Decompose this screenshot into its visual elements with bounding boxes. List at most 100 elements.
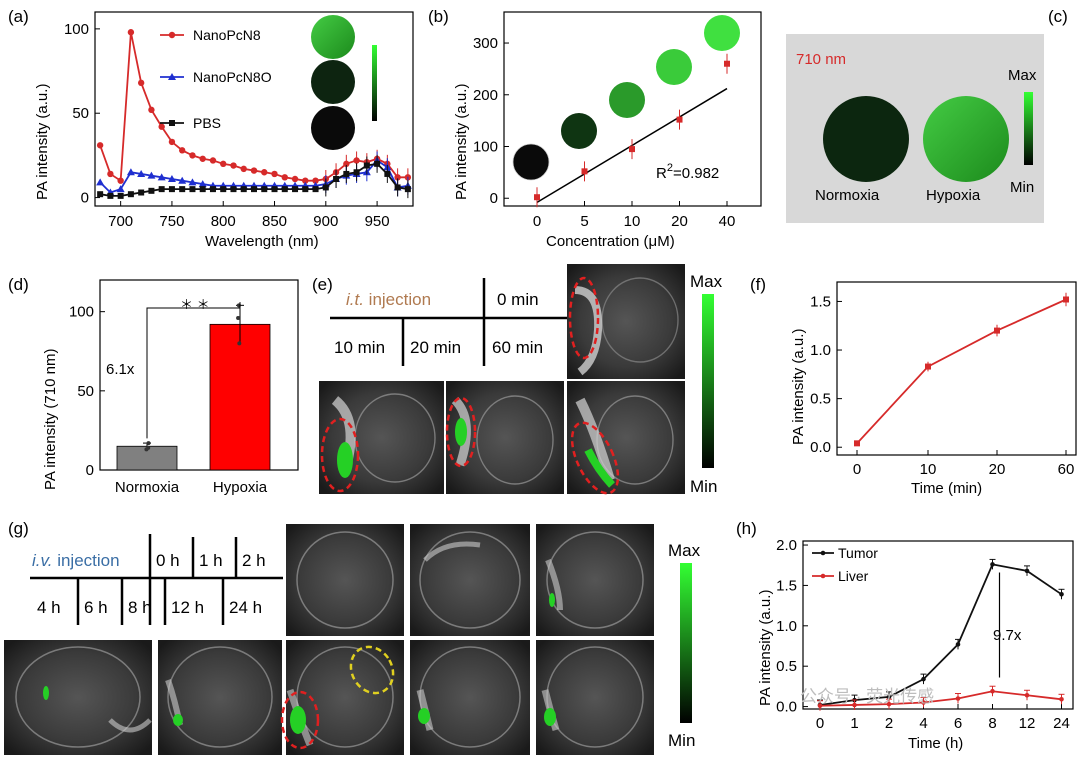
- point-nanopcn8: [220, 161, 226, 167]
- chart-h-ylabel: PA intensity (a.u.): [757, 590, 774, 706]
- scan-e-0min: [567, 264, 685, 379]
- d-xtick-label: Hypoxia: [213, 479, 268, 496]
- point-nanopcn8: [97, 142, 103, 148]
- inset-circle-pbs: [311, 106, 355, 150]
- point-nanopcn8: [292, 176, 298, 182]
- d-ytick-label: 50: [77, 383, 94, 400]
- f-xtick-label: 0: [853, 461, 861, 478]
- h-xtick-label: 8: [988, 715, 996, 732]
- point-pbs: [374, 161, 380, 167]
- timeline-0min: 0 min: [497, 290, 539, 309]
- point-pbs: [323, 184, 329, 190]
- d-ytick-label: 100: [69, 304, 94, 321]
- point-nanopcn8: [117, 177, 123, 183]
- point-pbs: [169, 186, 175, 192]
- point-pbs: [313, 186, 319, 192]
- d-xtick-label: Normoxia: [115, 479, 180, 496]
- panel-e-min: Min: [690, 477, 717, 496]
- circle-conc-20: [656, 49, 692, 85]
- point-pbs: [261, 186, 267, 192]
- b-ytick-label: 0: [490, 190, 498, 207]
- h-ytick-label: 0.5: [776, 658, 797, 675]
- timeline-1h: 1 h: [199, 551, 223, 570]
- panel-c-max: Max: [1008, 67, 1037, 84]
- chart-a-ylabel: PA intensity (a.u.): [34, 84, 51, 200]
- panel-e: (e) i.t. injection 0 min 10 min 20 min 6…: [312, 264, 723, 500]
- label-normoxia: Normoxia: [815, 187, 880, 204]
- timeline-4h: 4 h: [37, 598, 61, 617]
- legend-marker-nanopcn8: [169, 32, 175, 38]
- panel-g-max: Max: [668, 541, 701, 560]
- point-nanopcn8: [261, 169, 267, 175]
- f-ytick-label: 0.5: [810, 391, 831, 408]
- point-pbs: [220, 186, 226, 192]
- panel-b: (b) Concentration (μM) PA intensity (a.u…: [428, 7, 761, 250]
- f-ytick-label: 1.5: [810, 293, 831, 310]
- point-pbs: [138, 190, 144, 196]
- b-xtick-label: 0: [533, 213, 541, 230]
- point-nanopcn8: [107, 171, 113, 177]
- scan-e-20min: [446, 381, 564, 494]
- point-pbs: [302, 186, 308, 192]
- panel-b-label: (b): [428, 7, 449, 26]
- point-pbs: [272, 186, 278, 192]
- chart-b-xlabel: Concentration (μM): [546, 233, 675, 250]
- point-pbs: [241, 186, 247, 192]
- a-xtick-label: 800: [211, 213, 236, 230]
- panel-e-injection: i.t. injection: [346, 290, 431, 309]
- panel-a: (a) Wavelength (nm) PA intensity (a.u.) …: [8, 7, 413, 250]
- panel-e-color-scale: [702, 294, 714, 468]
- b-xtick-label: 10: [624, 213, 641, 230]
- chart-h: Time (h) PA intensity (a.u.) 9.7x Tumor …: [757, 537, 1073, 752]
- panel-a-inset-circles: [311, 15, 377, 150]
- point-nanopcn8: [230, 162, 236, 168]
- inset-circle-nanopcn8: [311, 15, 355, 59]
- panel-e-label: (e): [312, 275, 333, 294]
- panel-f: (f) Time (min) PA intensity (a.u.) 0.0 0.…: [750, 275, 1076, 497]
- h-xtick-label: 12: [1019, 715, 1036, 732]
- point-nanopcn8: [210, 157, 216, 163]
- h-ytick-label: 2.0: [776, 537, 797, 554]
- h-xtick-label: 2: [885, 715, 893, 732]
- scan-g-0h: [286, 524, 404, 636]
- chart-d-ylabel: PA intensity (710 nm): [42, 349, 59, 490]
- point-pbs: [97, 191, 103, 197]
- a-xtick-label: 950: [365, 213, 390, 230]
- point-pbs: [395, 184, 401, 190]
- panel-e-max: Max: [690, 272, 723, 291]
- point-pbs: [384, 171, 390, 177]
- b-ytick-label: 200: [473, 87, 498, 104]
- inset-circle-nanopcn8o: [311, 60, 355, 104]
- panel-h: (h) Time (h) PA intensity (a.u.) 9.7x Tu…: [736, 519, 1073, 752]
- h-point-liver: [956, 696, 961, 701]
- h-xtick-label: 4: [919, 715, 927, 732]
- point-nanopcn8: [251, 167, 257, 173]
- circle-conc-40: [704, 15, 740, 51]
- timeline-60min: 60 min: [492, 338, 543, 357]
- panel-g: (g) i.v. injection 0 h 1 h 2 h 4 h 6 h 8…: [4, 519, 701, 755]
- point-nanopcn8: [241, 166, 247, 172]
- timeline-0h: 0 h: [156, 551, 180, 570]
- point-pbs: [179, 186, 185, 192]
- panel-g-label: (g): [8, 519, 29, 538]
- d-ytick-label: 0: [86, 462, 94, 479]
- b-point: [534, 194, 540, 200]
- panel-c-min: Min: [1010, 179, 1034, 196]
- h-xtick-label: 6: [954, 715, 962, 732]
- f-point: [1063, 296, 1069, 302]
- point-pbs: [107, 193, 113, 199]
- point-pbs: [251, 186, 257, 192]
- point-pbs: [159, 186, 165, 192]
- point-pbs: [405, 186, 411, 192]
- b-point: [629, 146, 635, 152]
- point-pbs: [189, 186, 195, 192]
- chart-a: Wavelength (nm) PA intensity (a.u.) Nano…: [34, 12, 413, 250]
- chart-d-significance: ＊ ＊: [180, 297, 210, 312]
- f-point: [925, 364, 931, 370]
- a-xtick-label: 700: [108, 213, 133, 230]
- scan-g-4h: [4, 640, 152, 755]
- point-pbs: [282, 186, 288, 192]
- chart-f: Time (min) PA intensity (a.u.) 0.0 0.5 1.0…: [790, 282, 1076, 497]
- h-point-tumor: [990, 562, 995, 567]
- h-ytick-label: 1.5: [776, 577, 797, 594]
